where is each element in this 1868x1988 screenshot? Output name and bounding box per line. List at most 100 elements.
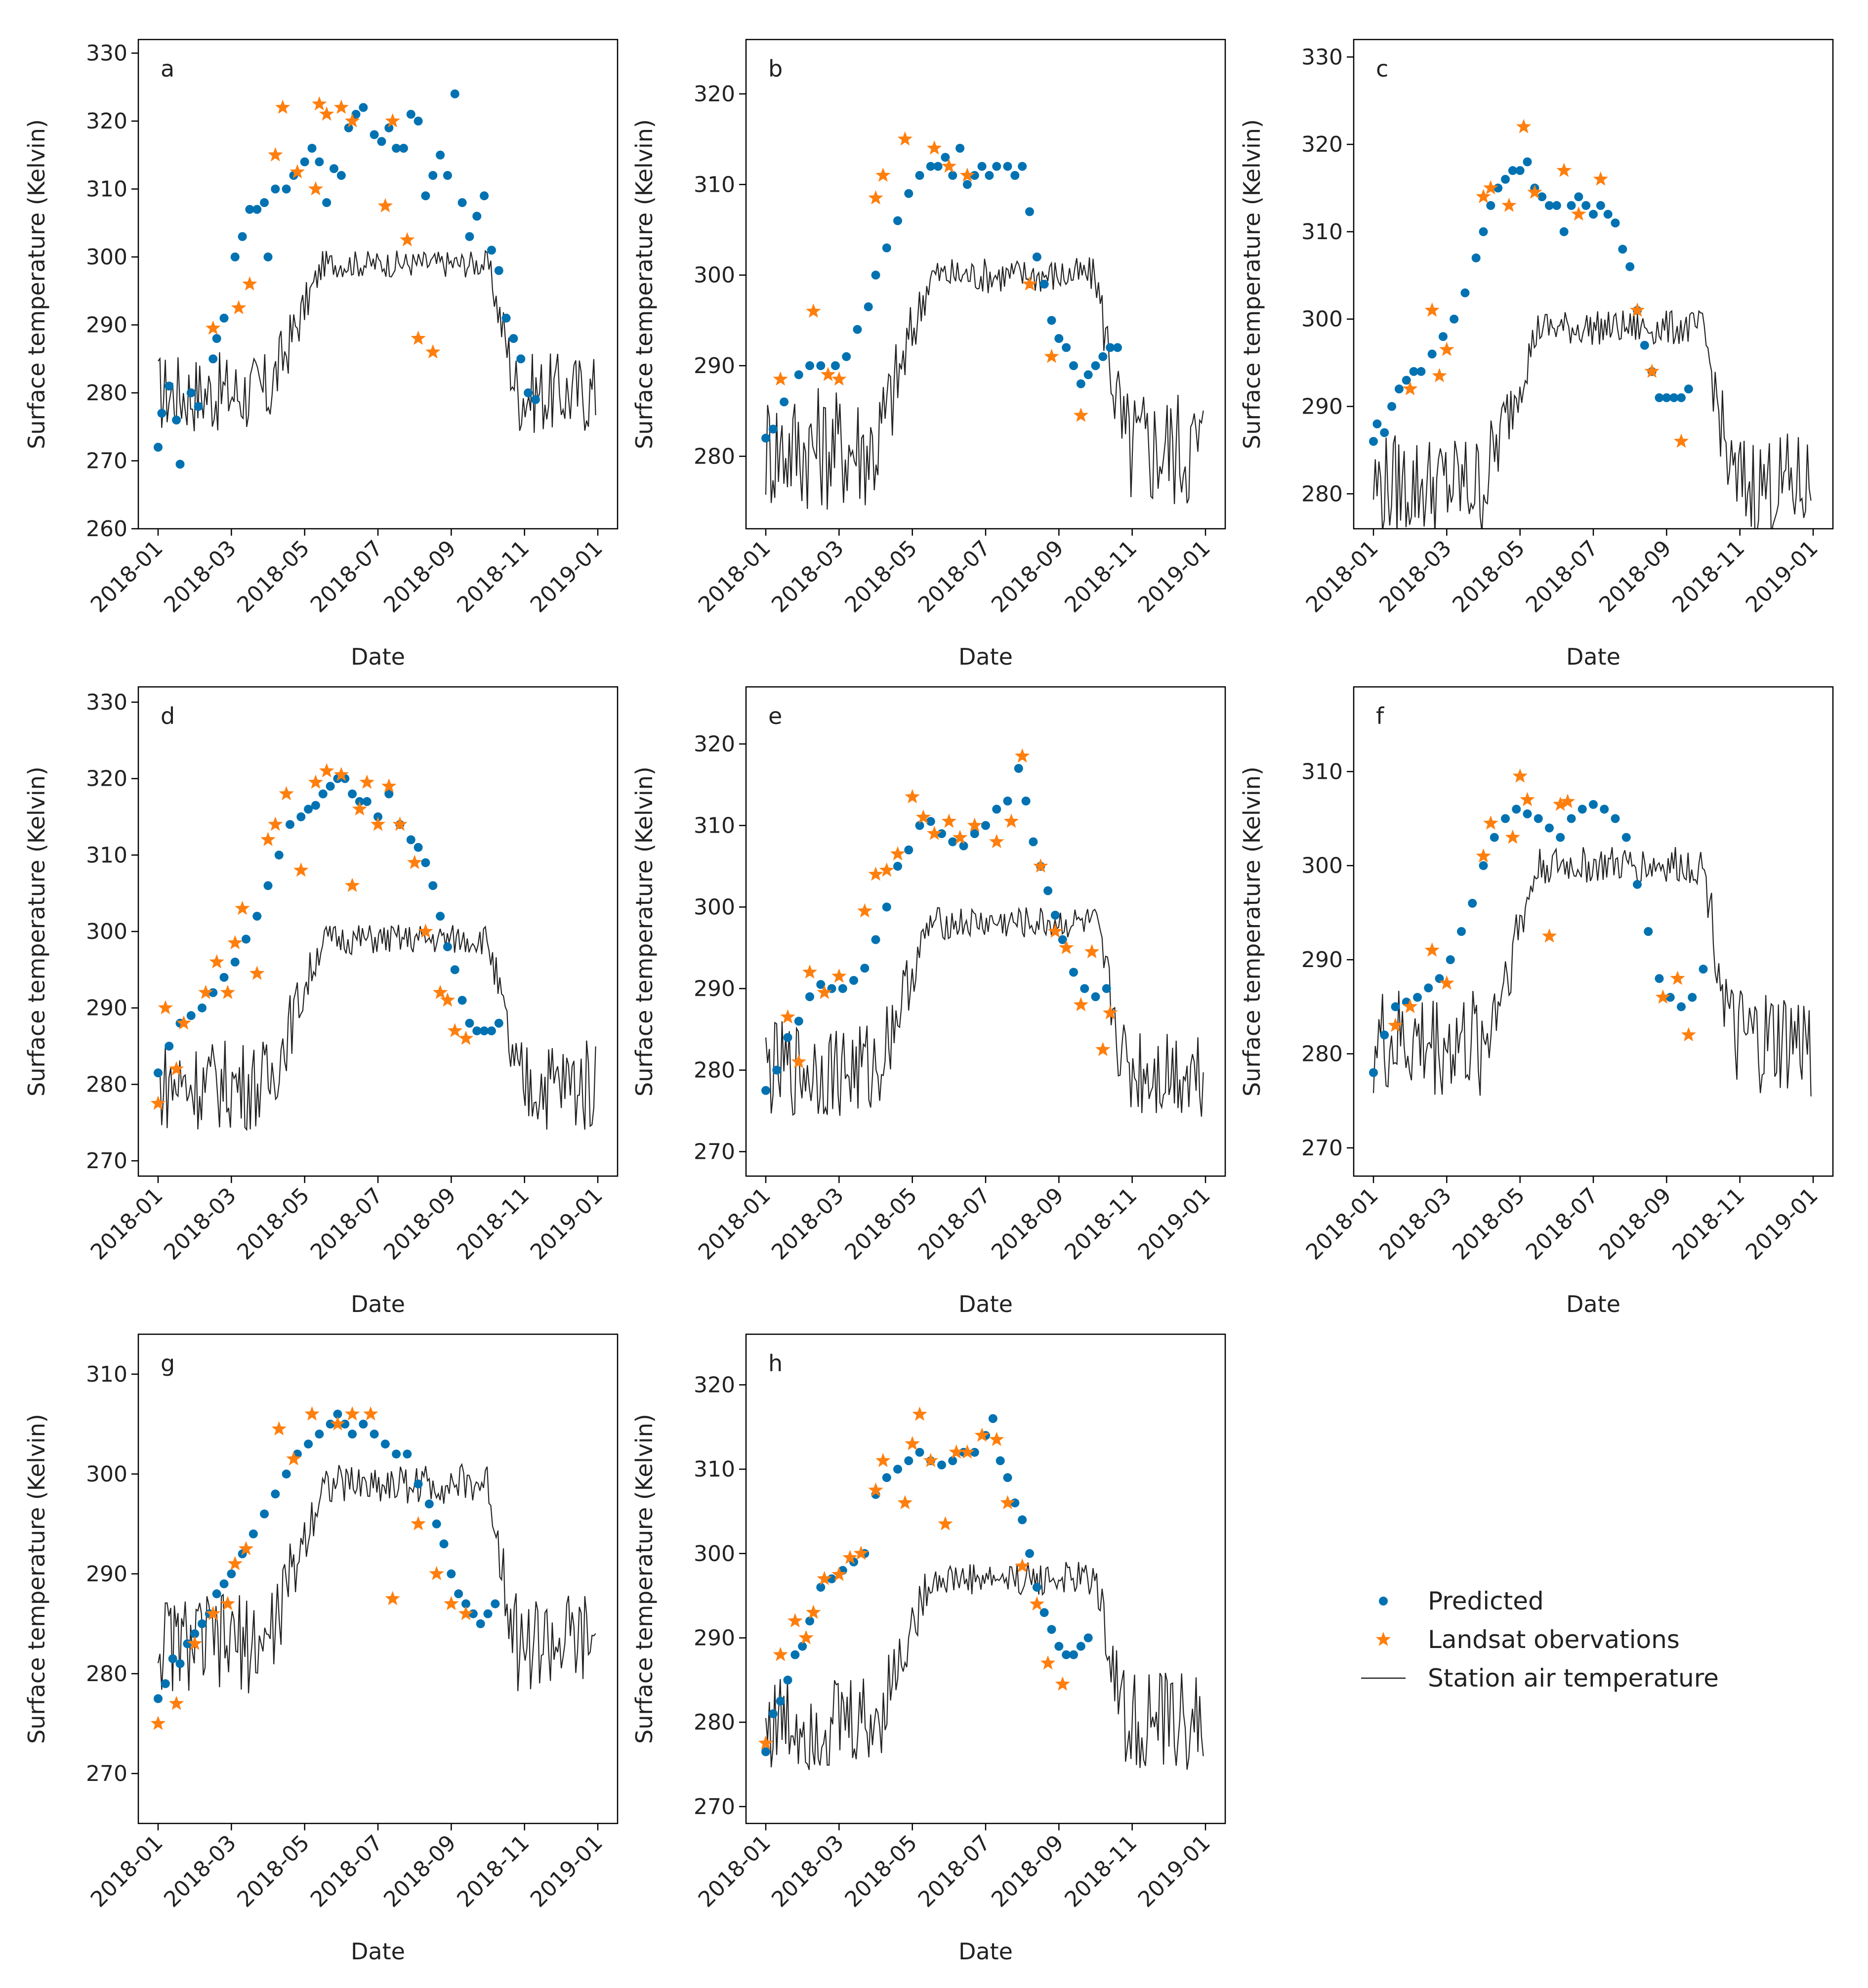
predicted-point: [362, 797, 372, 806]
predicted-point: [1479, 227, 1488, 236]
landsat-observation-point: [308, 181, 324, 196]
x-axis-title: Date: [1566, 643, 1620, 670]
predicted-point: [988, 1414, 997, 1423]
predicted-point: [1062, 1650, 1071, 1659]
x-tick-label: 2018-09: [1594, 536, 1676, 618]
landsat-observation-point: [1014, 748, 1030, 763]
landsat-observation-point: [1673, 433, 1689, 448]
panel-h: h 270 280 290 300 310 320 2018-012018-032018-05…: [631, 1333, 1226, 1965]
landsat-observation-point: [875, 168, 891, 182]
x-tick-label: 2018-09: [987, 536, 1069, 618]
y-tick-label: 300: [694, 1541, 735, 1566]
predicted-point: [1424, 983, 1433, 993]
predicted-point: [1515, 166, 1525, 175]
landsat-observation-point: [176, 1015, 192, 1030]
landsat-observation-point: [1541, 928, 1557, 943]
predicted-point: [933, 162, 943, 171]
legend-station-label: Station air temperature: [1428, 1664, 1719, 1692]
x-tick-label: 2018-05: [232, 536, 314, 618]
landsat-observation-point: [868, 866, 883, 881]
predicted-point: [1655, 974, 1664, 983]
predicted-point: [1655, 393, 1664, 402]
predicted-point: [311, 801, 320, 810]
predicted-point: [948, 837, 957, 846]
x-tick-label: 2018-07: [306, 1830, 388, 1912]
predicted-point: [406, 835, 415, 845]
landsat-observation-point: [1073, 997, 1089, 1012]
y-tick-label: 310: [86, 1362, 127, 1387]
landsat-observation-point: [385, 113, 400, 127]
landsat-observation-point: [897, 1495, 913, 1510]
y-axis-title: Surface temperature (Kelvin): [1239, 766, 1265, 1097]
predicted-point: [882, 1473, 891, 1482]
landsat-observation-point: [187, 1636, 203, 1650]
predicted-point: [1032, 253, 1041, 261]
predicted-point: [476, 1619, 485, 1628]
predicted-point: [926, 817, 935, 826]
landsat-observation-point: [798, 1630, 814, 1645]
panel-a: a2602702802903003103203302018-012018-032…: [23, 39, 619, 670]
panel-label: g: [161, 1350, 175, 1377]
predicted-point: [882, 902, 891, 912]
landsat-observation-point: [418, 924, 433, 938]
predicted-point: [450, 965, 459, 974]
x-tick-label: 2018-07: [1521, 536, 1603, 618]
predicted-point: [794, 370, 803, 380]
predicted-point: [421, 191, 430, 201]
x-tick-label: 2018-01: [86, 1830, 168, 1912]
landsat-observation-point: [381, 778, 397, 793]
predicted-point: [1577, 804, 1587, 814]
landsat-observation-point: [926, 826, 942, 840]
landsat-observation-point: [363, 1406, 378, 1421]
predicted-point: [904, 846, 913, 854]
landsat-observation-point: [923, 1453, 938, 1467]
predicted-point: [904, 189, 913, 198]
landsat-observation-point: [411, 1516, 426, 1530]
predicted-point: [1669, 393, 1679, 402]
y-tick-label: 270: [694, 1140, 735, 1165]
predicted-point: [1596, 201, 1605, 210]
landsat-observation-point: [879, 862, 894, 877]
predicted-point: [443, 171, 452, 180]
predicted-point: [1545, 201, 1554, 210]
y-tick-label: 290: [694, 353, 735, 379]
x-tick-label: 2018-11: [1060, 536, 1142, 618]
panel-label: c: [1376, 55, 1388, 82]
landsat-observation-point: [1003, 813, 1019, 828]
landsat-observation-point: [1655, 989, 1671, 1004]
x-tick-label: 2019-01: [1133, 536, 1215, 618]
y-tick-label: 330: [86, 690, 127, 715]
predicted-point: [1471, 253, 1481, 262]
landsat-observation-point: [868, 1482, 883, 1497]
predicted-point: [524, 388, 533, 397]
predicted-point: [893, 216, 902, 225]
predicted-point: [1677, 1002, 1686, 1012]
predicted-point: [1468, 898, 1477, 908]
landsat-observation-point: [1073, 407, 1089, 422]
x-tick-label: 2018-11: [1667, 1183, 1749, 1265]
predicted-point: [1039, 280, 1049, 289]
landsat-observation-point: [432, 984, 448, 999]
landsat-observation-point: [1058, 940, 1074, 954]
predicted-point: [370, 130, 379, 139]
predicted-point: [1010, 171, 1020, 180]
landsat-observation-point: [227, 1556, 243, 1570]
x-tick-label: 2018-03: [159, 536, 241, 618]
predicted-point: [336, 171, 346, 180]
panel-label: e: [768, 703, 782, 729]
y-tick-label: 270: [86, 1148, 127, 1174]
predicted-point: [175, 1659, 185, 1668]
predicted-point: [955, 144, 965, 153]
landsat-observation-point: [952, 830, 968, 845]
landsat-observation-point: [802, 964, 818, 979]
predicted-point: [380, 1439, 390, 1449]
landsat-observation-point: [286, 1451, 301, 1466]
predicted-point: [981, 821, 990, 830]
predicted-point: [494, 266, 503, 275]
predicted-point: [1083, 1633, 1093, 1643]
landsat-observation-point: [220, 1596, 236, 1610]
x-axis-title: Date: [958, 643, 1013, 670]
y-tick-label: 290: [86, 996, 127, 1021]
predicted-point: [1018, 162, 1027, 171]
predicted-point: [1039, 1608, 1049, 1617]
